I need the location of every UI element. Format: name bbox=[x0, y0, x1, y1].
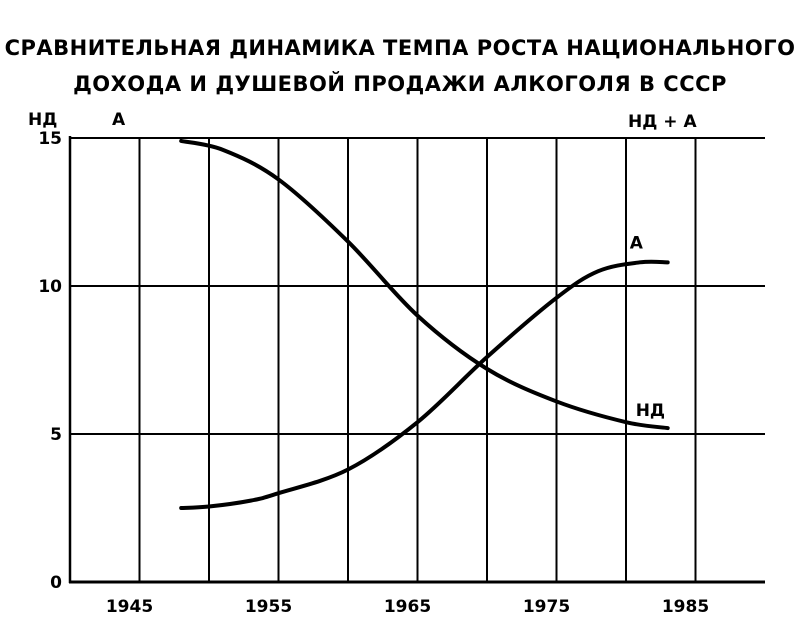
chart-title-line-2: ДОХОДА И ДУШЕВОЙ ПРОДАЖИ АЛКОГОЛЯ В СССР bbox=[73, 72, 727, 96]
series-line-a bbox=[179, 259, 670, 510]
y-tick-label: 0 bbox=[50, 573, 62, 593]
series-line-nd bbox=[179, 138, 670, 431]
y-axis-label-right: А bbox=[112, 110, 126, 130]
y-axis-label-left: НД bbox=[28, 110, 58, 130]
y-tick-label: 15 bbox=[38, 129, 62, 149]
x-tick-label: 1975 bbox=[523, 597, 570, 617]
series-label-nd: НД bbox=[636, 401, 665, 421]
top-right-label: НД + А bbox=[628, 112, 697, 132]
chart-title-line-1: СРАВНИТЕЛЬНАЯ ДИНАМИКА ТЕМПА РОСТА НАЦИО… bbox=[4, 36, 796, 60]
y-tick-label: 10 bbox=[38, 277, 62, 297]
x-tick-label: 1965 bbox=[384, 597, 431, 617]
x-tick-label: 1945 bbox=[106, 597, 153, 617]
series-label-a: А bbox=[630, 233, 644, 253]
y-tick-label: 5 bbox=[50, 425, 62, 445]
x-tick-label: 1955 bbox=[245, 597, 292, 617]
x-tick-label: 1985 bbox=[662, 597, 709, 617]
